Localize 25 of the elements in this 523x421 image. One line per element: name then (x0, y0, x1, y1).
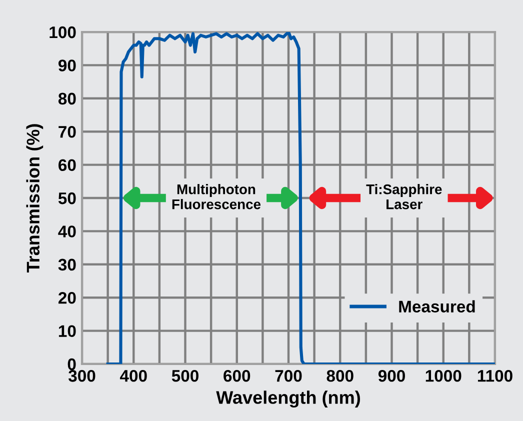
y-tick-label: 20 (58, 292, 76, 304)
y-tick-label: 60 (58, 159, 76, 172)
y-tick-label: 50 (58, 192, 76, 204)
y-tick-label: 100 (50, 26, 76, 38)
x-tick-label: 800 (326, 370, 354, 382)
x-tick-label: 1100 (478, 370, 512, 382)
x-tick-label: 1000 (426, 370, 462, 382)
y-tick-label: 0 (68, 358, 76, 370)
y-tick-label: 80 (58, 92, 76, 105)
y-axis-title: Transmission (%) (26, 124, 44, 273)
y-tick-label: 40 (58, 226, 76, 238)
x-tick-label: 400 (120, 370, 147, 382)
x-tick-label: 300 (68, 370, 96, 382)
x-tick-label: 900 (378, 370, 405, 382)
x-tick-label: 700 (275, 370, 302, 382)
annotation: Ti:Sapphire Laser (366, 184, 442, 210)
y-tick-label: 70 (58, 126, 76, 138)
legend-label: Measured (399, 300, 475, 313)
y-tick-label: 10 (58, 325, 76, 338)
y-tick-label: 90 (58, 60, 76, 72)
annotation: Multiphoton Fluorescence (172, 184, 261, 210)
y-tick-label: 30 (58, 258, 76, 271)
x-tick-label: 500 (172, 370, 198, 382)
x-tick-label: 600 (224, 370, 250, 382)
x-axis-title: Wavelength (nm) (216, 390, 360, 408)
